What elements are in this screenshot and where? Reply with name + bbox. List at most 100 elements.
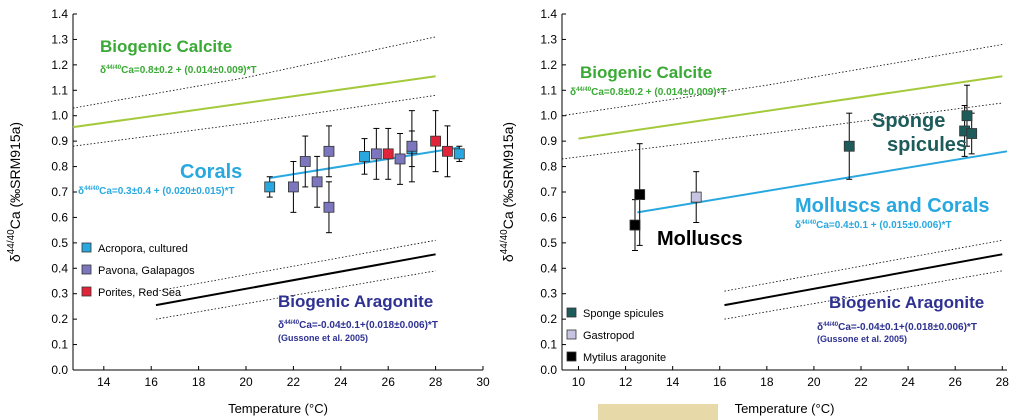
y-axis-label: δ44/40Ca (‰SRM915a) — [499, 122, 516, 262]
y-tick-label: 0.1 — [540, 338, 557, 352]
x-tick-label: 28 — [996, 375, 1010, 389]
annotation: Molluscs and Corals — [795, 195, 990, 217]
y-tick-label: 0.9 — [540, 134, 557, 148]
data-point — [406, 140, 418, 152]
annotation-sup: 44/40 — [84, 186, 100, 192]
regression-line — [724, 253, 1003, 307]
legend-swatch — [566, 351, 577, 362]
y-tick-label: 0.5 — [540, 236, 557, 250]
data-point — [690, 191, 702, 203]
legend-swatch — [81, 264, 92, 275]
regression-line — [72, 75, 436, 129]
confidence-line — [72, 94, 436, 147]
annotation: δ44/40Ca=0.4±0.1 + (0.015±0.006)*T — [795, 220, 952, 231]
annotation-prefix: δ — [817, 322, 823, 333]
x-tick-label: 10 — [572, 375, 586, 389]
annotation-prefix: δ — [795, 220, 801, 231]
confidence-line — [561, 102, 1003, 160]
annotation-text: spicules — [887, 134, 967, 156]
y-tick-label: 0.0 — [540, 363, 557, 377]
annotation-text: (Gussone et al. 2005) — [817, 334, 907, 344]
annotation: δ44/40Ca=0.8±0.2 + (0.014±0.009)*T — [570, 87, 727, 98]
y-axis-label: δ44/40Ca (‰SRM915a) — [6, 122, 23, 262]
confidence-line — [724, 239, 1003, 292]
data-point — [629, 219, 641, 231]
confidence-line — [72, 36, 436, 109]
y-tick-label: 0.8 — [540, 160, 557, 174]
x-tick-label: 14 — [97, 375, 111, 389]
y-tick-label: 1.2 — [51, 58, 68, 72]
x-tick-label: 30 — [476, 375, 490, 389]
legend-swatch — [81, 242, 92, 253]
annotation-text: Ca=0.8±0.2 + (0.014±0.009)*T — [121, 65, 257, 76]
data-point — [961, 110, 973, 122]
y-label-text: Ca (‰SRM915a) — [500, 122, 516, 229]
y-tick-label: 0.3 — [51, 287, 68, 301]
y-tick-label: 1.3 — [51, 32, 68, 46]
annotation-text: Biogenic Calcite — [580, 63, 712, 82]
confidence-line — [724, 270, 1003, 320]
x-axis-label: Temperature (°C) — [735, 401, 835, 416]
x-tick-label: 26 — [949, 375, 963, 389]
annotation-text: Ca=0.3±0.4 + (0.020±0.015)*T — [99, 186, 235, 197]
y-tick-label: 0.7 — [540, 185, 557, 199]
y-tick-label: 0.9 — [51, 134, 68, 148]
y-tick-label: 1.1 — [540, 83, 557, 97]
y-tick-label: 0.2 — [51, 312, 68, 326]
y-tick-label: 0.4 — [540, 261, 557, 275]
x-tick-label: 28 — [429, 375, 443, 389]
legend-label: Gastropod — [583, 330, 634, 342]
annotation: δ44/40Ca=0.3±0.4 + (0.020±0.015)*T — [78, 186, 235, 197]
y-label-sup: 44/40 — [499, 229, 510, 254]
y-tick-label: 1.3 — [540, 32, 557, 46]
y-tick-label: 0.0 — [51, 363, 68, 377]
x-tick-label: 22 — [854, 375, 868, 389]
annotation: Biogenic Aragonite — [829, 293, 984, 312]
annotation-text: (Gussone et al. 2005) — [278, 333, 368, 343]
annotation-prefix: δ — [570, 87, 576, 98]
annotation-text: Ca=0.4±0.1 + (0.015±0.006)*T — [816, 220, 952, 231]
confidence-line — [561, 44, 1003, 117]
y-tick-label: 0.5 — [51, 236, 68, 250]
data-point — [442, 145, 453, 157]
legend-swatch — [566, 307, 577, 318]
annotation: δ44/40Ca=0.8±0.2 + (0.014±0.009)*T — [100, 65, 257, 76]
y-tick-label: 1.4 — [540, 7, 557, 21]
legend-label: Acropora, cultured — [98, 243, 188, 255]
annotation: Molluscs — [657, 228, 743, 250]
annotation-sup: 44/40 — [284, 320, 300, 326]
annotation: Corals — [180, 161, 242, 183]
x-axis-label: Temperature (°C) — [228, 401, 328, 416]
annotation-sup: 44/40 — [801, 220, 817, 226]
y-tick-label: 1.1 — [51, 83, 68, 97]
data-point — [382, 148, 394, 160]
x-tick-label: 12 — [619, 375, 633, 389]
y-tick-label: 1.0 — [51, 109, 68, 123]
annotation: δ44/40Ca=-0.04±0.1+(0.018±0.006)*T — [817, 322, 977, 333]
data-point — [394, 153, 406, 165]
data-point — [370, 148, 382, 160]
data-point — [323, 145, 335, 157]
annotation-sup: 44/40 — [576, 87, 592, 93]
confidence-line — [155, 239, 436, 292]
photo-fragment — [598, 404, 718, 420]
data-point — [288, 181, 299, 193]
annotation: δ44/40Ca=-0.04±0.1+(0.018±0.006)*T — [278, 320, 438, 331]
annotation-text: Molluscs and Corals — [795, 195, 990, 217]
data-point — [966, 128, 978, 139]
y-label-prefix: δ — [7, 254, 23, 262]
x-tick-label: 24 — [901, 375, 915, 389]
annotation-text: Corals — [180, 161, 242, 183]
y-tick-label: 1.0 — [540, 109, 557, 123]
x-tick-label: 22 — [287, 375, 301, 389]
y-tick-label: 0.6 — [540, 210, 557, 224]
x-tick-label: 18 — [760, 375, 774, 389]
data-point — [311, 176, 323, 188]
y-label-prefix: δ — [500, 254, 516, 262]
annotation-sup: 44/40 — [106, 65, 122, 71]
annotation-text: Ca=-0.04±0.1+(0.018±0.006)*T — [299, 320, 438, 331]
legend-swatch — [81, 286, 92, 297]
y-tick-label: 0.4 — [51, 261, 68, 275]
data-point — [843, 140, 855, 152]
